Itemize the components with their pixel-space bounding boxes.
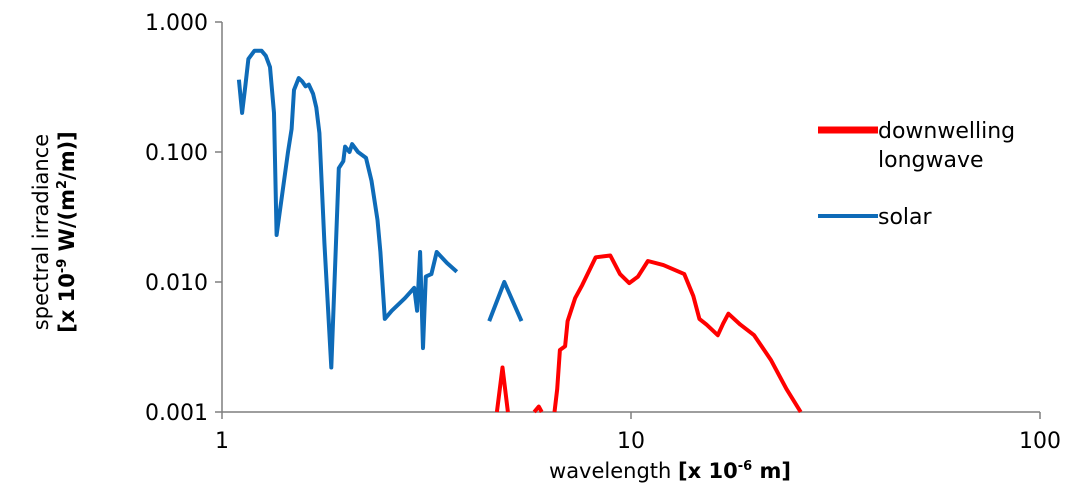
series-line-downwelling-longwave bbox=[532, 404, 544, 414]
series-solar bbox=[236, 48, 524, 370]
series-line-downwelling-longwave bbox=[494, 365, 510, 413]
legend-label-downwelling-longwave: longwave bbox=[878, 148, 984, 173]
x-tick-label: 1 bbox=[215, 429, 229, 454]
y-axis-title: spectral irradiance [x 10-9 W/(m2/m)] bbox=[29, 131, 79, 333]
legend-label-downwelling-longwave: downwelling bbox=[878, 119, 1015, 144]
legend-label-solar: solar bbox=[878, 205, 933, 230]
series-layer bbox=[236, 48, 803, 414]
x-axis-ticks: 1 10 100 bbox=[215, 412, 1061, 454]
plot-area: 0.001 0.010 0.100 1.000 1 10 100 bbox=[145, 11, 1061, 454]
y-axis-title-line1: spectral irradiance bbox=[29, 134, 53, 330]
x-tick-label: 10 bbox=[617, 429, 645, 454]
y-tick-label: 1.000 bbox=[145, 11, 208, 36]
y-tick-label: 0.010 bbox=[145, 271, 208, 296]
y-axis-title-line2: [x 10-9 W/(m2/m)] bbox=[55, 131, 79, 333]
x-axis-title: wavelength [x 10-6 m] bbox=[549, 459, 791, 483]
legend: downwelling longwave solar bbox=[818, 119, 1015, 230]
y-axis-ticks: 0.001 0.010 0.100 1.000 bbox=[145, 11, 222, 426]
y-tick-label: 0.001 bbox=[145, 401, 208, 426]
y-tick-label: 0.100 bbox=[145, 141, 208, 166]
series-line-downwelling-longwave bbox=[552, 253, 803, 414]
series-downwelling-longwave bbox=[494, 253, 803, 414]
series-line-solar bbox=[236, 48, 459, 370]
series-line-solar bbox=[487, 280, 524, 322]
x-tick-label: 100 bbox=[1019, 429, 1061, 454]
